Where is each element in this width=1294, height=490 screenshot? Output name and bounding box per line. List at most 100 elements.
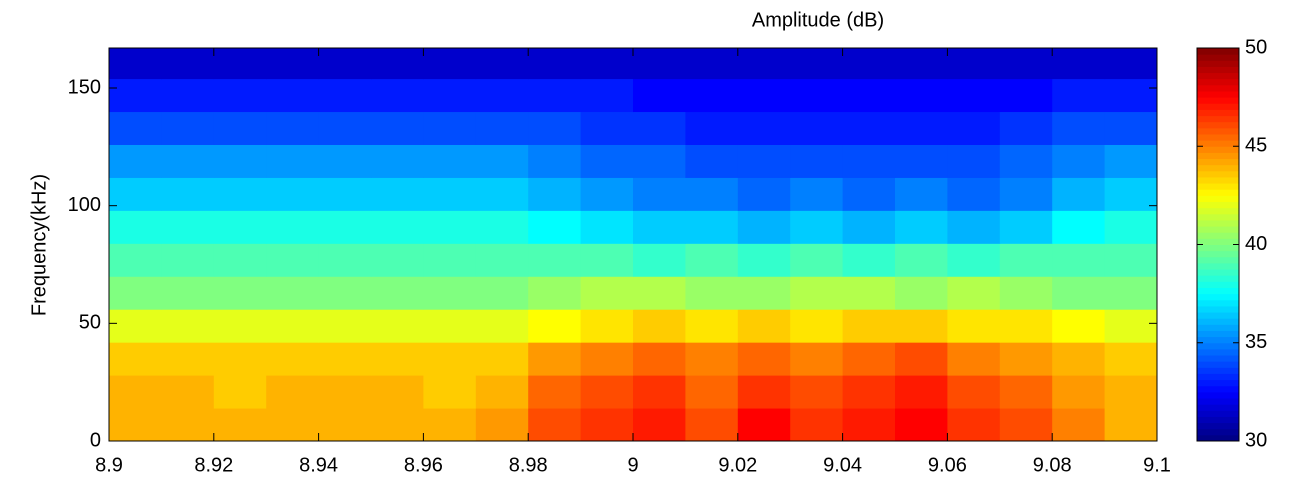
heatmap-cell [790, 210, 844, 244]
colorbar-step [1197, 299, 1239, 307]
colorbar-step [1197, 373, 1239, 381]
x-tick-label: 9.08 [1033, 454, 1072, 476]
heatmap-cell [737, 408, 791, 442]
colorbar-step [1197, 127, 1239, 135]
heatmap-cell [1104, 375, 1158, 409]
heatmap-cell [528, 177, 582, 211]
heatmap-cell [161, 210, 215, 244]
heatmap-cell [685, 144, 739, 178]
heatmap-cell [475, 309, 529, 343]
heatmap-cell [109, 111, 162, 145]
heatmap-cell [528, 144, 582, 178]
heatmap-cell [685, 375, 739, 409]
heatmap-cell [895, 243, 948, 277]
heatmap-cell [947, 78, 1001, 113]
heatmap-cell [528, 78, 582, 113]
heatmap-cell [947, 342, 1001, 376]
heatmap-cell [580, 177, 634, 211]
heatmap-cell [633, 144, 686, 178]
heatmap-cell [371, 210, 424, 244]
heatmap-cell [1104, 342, 1158, 376]
heatmap-cell [161, 342, 215, 376]
heatmap-cell [371, 78, 424, 113]
heatmap-cell [528, 243, 582, 277]
heatmap-cell [999, 276, 1053, 310]
heatmap-cell [423, 144, 477, 178]
heatmap-cell [109, 210, 162, 244]
heatmap-cell [895, 309, 948, 343]
heatmap-cell [685, 111, 739, 145]
x-tick-label: 8.94 [299, 454, 338, 476]
heatmap-cell [947, 210, 1001, 244]
heatmap-cell [685, 276, 739, 310]
heatmap-cell [737, 177, 791, 211]
colorbar-step [1197, 176, 1239, 184]
heatmap-cell [790, 309, 844, 343]
colorbar-tick-label: 45 [1245, 135, 1267, 157]
heatmap-cell [737, 375, 791, 409]
heatmap-cell [1052, 78, 1106, 113]
colorbar-step [1197, 170, 1239, 178]
y-axis-label: Frequency(kHz) [28, 174, 50, 316]
heatmap-cell [371, 408, 424, 442]
heatmap-cell [999, 375, 1053, 409]
colorbar-step [1197, 201, 1239, 209]
heatmap-cell [109, 177, 162, 211]
colorbar-step [1197, 404, 1239, 411]
colorbar-step [1197, 244, 1239, 252]
x-tick-label: 9.02 [718, 454, 757, 476]
heatmap-cell [790, 408, 844, 442]
colorbar-step [1197, 281, 1239, 288]
colorbar-step [1197, 121, 1239, 129]
heatmap-cell [790, 78, 844, 113]
heatmap-cell [895, 408, 948, 442]
heatmap-cell [790, 276, 844, 310]
heatmap-cell [528, 375, 582, 409]
heatmap-cell [895, 342, 948, 376]
heatmap-cell [1104, 408, 1158, 442]
colorbar-step [1197, 287, 1239, 295]
heatmap-cell [1104, 309, 1158, 343]
heatmap-cell [266, 177, 320, 211]
heatmap-cell [213, 48, 267, 80]
heatmap-cell [1052, 375, 1106, 409]
colorbar-step [1197, 410, 1239, 417]
heatmap-cell [161, 243, 215, 277]
y-tick-label: 100 [68, 194, 101, 216]
heatmap-cell [737, 144, 791, 178]
colorbar-step [1197, 385, 1239, 393]
heatmap-cell [842, 78, 896, 113]
colorbar-step [1197, 262, 1239, 270]
heatmap-cell [999, 309, 1053, 343]
heatmap-cell [423, 375, 477, 409]
heatmap-cell [528, 276, 582, 310]
heatmap-cell [580, 309, 634, 343]
heatmap-cell [580, 111, 634, 145]
heatmap-cell [842, 375, 896, 409]
heatmap-cell [895, 375, 948, 409]
heatmap-cell [528, 309, 582, 343]
colorbar-step [1197, 293, 1239, 301]
y-tick-label: 50 [79, 312, 101, 334]
x-tick-label: 9.1 [1143, 454, 1171, 476]
colorbar-step [1197, 195, 1239, 203]
heatmap-cell [790, 177, 844, 211]
heatmap-cell [842, 408, 896, 442]
heatmap-cell [737, 243, 791, 277]
heatmap-cell [161, 408, 215, 442]
heatmap-cell [895, 144, 948, 178]
heatmap-cell [895, 177, 948, 211]
heatmap-cell [1104, 177, 1158, 211]
heatmap-cell [109, 276, 162, 310]
heatmap-cell [1104, 210, 1158, 244]
heatmap-cell [266, 309, 320, 343]
heatmap-cell [842, 210, 896, 244]
heatmap-cell [109, 78, 162, 113]
heatmap-cell [528, 408, 582, 442]
heatmap-cell [737, 78, 791, 113]
heatmap-cell [947, 144, 1001, 178]
heatmap-cell [999, 243, 1053, 277]
heatmap-cell [633, 78, 686, 113]
heatmap-cell [213, 210, 267, 244]
